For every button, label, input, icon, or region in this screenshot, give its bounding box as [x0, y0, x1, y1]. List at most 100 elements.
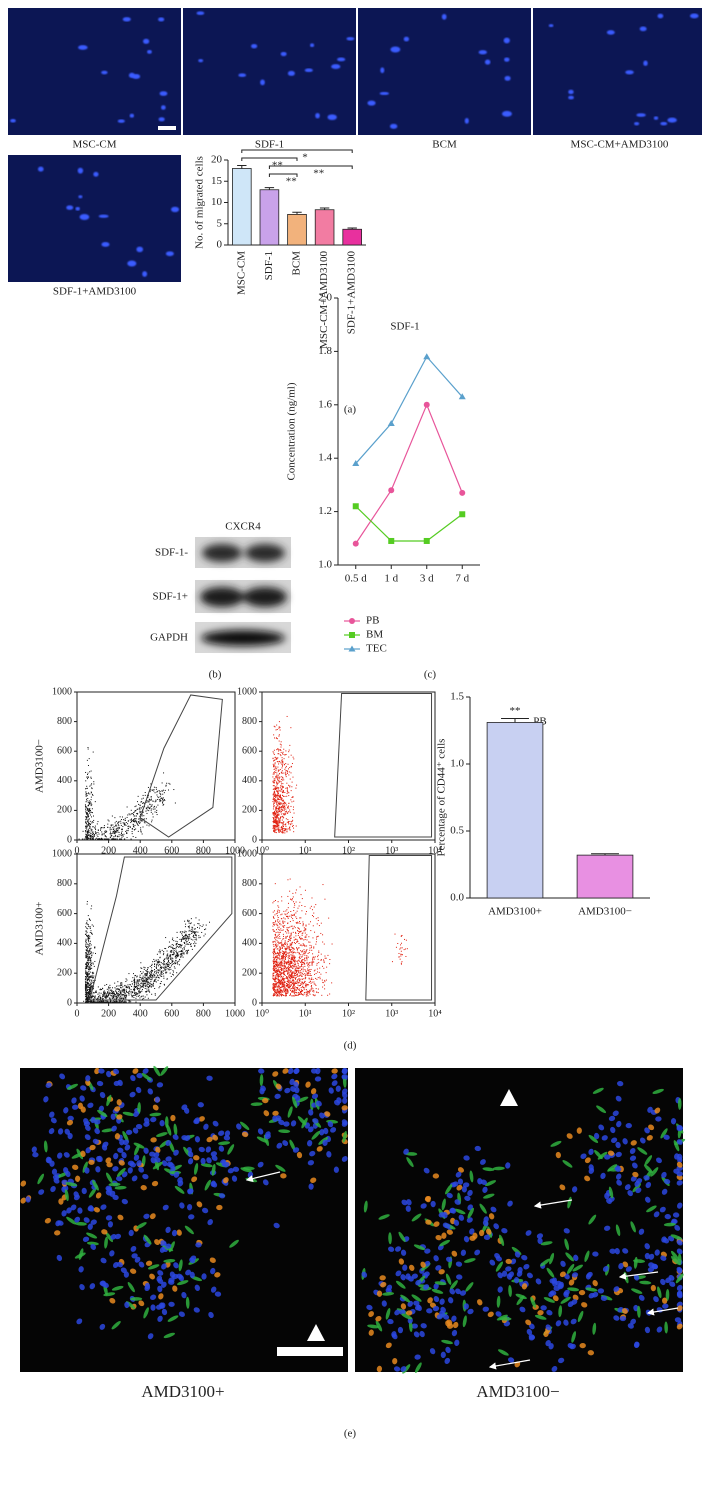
event-dot	[279, 794, 281, 796]
event-dot	[91, 783, 93, 785]
event-dot	[173, 974, 175, 976]
event-dot	[141, 990, 143, 992]
cell	[82, 1236, 90, 1242]
cell	[463, 1155, 470, 1161]
event-dot	[88, 984, 90, 986]
cell	[441, 1198, 446, 1211]
cell	[109, 1250, 115, 1257]
event-dot	[100, 1001, 102, 1003]
bar	[486, 722, 544, 899]
event-dot	[93, 977, 95, 979]
cell	[257, 1128, 264, 1135]
event-dot	[188, 935, 190, 937]
event-dot	[283, 973, 285, 975]
event-dot	[154, 801, 156, 803]
event-dot	[286, 977, 288, 979]
event-dot	[179, 954, 181, 956]
cell	[194, 1163, 199, 1175]
nucleus	[478, 50, 487, 55]
event-dot	[288, 977, 290, 979]
event-dot	[88, 986, 90, 988]
event-dot	[85, 933, 87, 935]
event-dot	[89, 985, 91, 987]
cell	[584, 1175, 591, 1182]
event-dot	[282, 786, 284, 788]
event-dot	[132, 824, 134, 826]
event-dot	[150, 969, 152, 971]
cell	[210, 1151, 218, 1157]
event-dot	[281, 765, 283, 767]
cell	[405, 1205, 411, 1212]
event-dot	[272, 827, 274, 829]
event-dot	[135, 821, 137, 823]
event-dot	[277, 979, 279, 981]
event-dot	[128, 994, 130, 996]
event-dot	[287, 791, 289, 793]
event-dot	[189, 937, 191, 939]
event-dot	[119, 998, 121, 1000]
event-dot	[179, 958, 181, 960]
cell	[497, 1286, 503, 1293]
event-dot	[89, 937, 91, 939]
cell	[676, 1124, 683, 1131]
event-dot	[94, 995, 96, 997]
event-dot	[90, 988, 92, 990]
event-dot	[130, 838, 132, 840]
event-dot	[275, 814, 277, 816]
event-dot	[85, 957, 87, 959]
event-dot	[89, 976, 91, 978]
event-dot	[93, 965, 95, 967]
nucleus	[643, 60, 648, 66]
event-dot	[149, 808, 151, 810]
event-dot	[297, 981, 299, 983]
event-dot	[87, 1000, 89, 1002]
event-dot	[121, 838, 123, 840]
event-dot	[145, 801, 147, 803]
event-dot	[123, 990, 125, 992]
event-dot	[306, 993, 308, 995]
event-dot	[151, 819, 153, 821]
cell	[676, 1305, 683, 1312]
event-dot	[92, 995, 94, 997]
x-tick-label: AMD3100+	[488, 906, 542, 918]
event-dot	[183, 946, 185, 948]
event-dot	[134, 820, 136, 822]
cell	[147, 1333, 154, 1340]
event-dot	[143, 802, 145, 804]
event-dot	[278, 806, 280, 808]
event-dot	[89, 976, 91, 978]
event-dot	[85, 949, 87, 951]
event-dot	[294, 990, 296, 992]
event-dot	[85, 963, 87, 965]
event-dot	[278, 807, 280, 809]
event-dot	[279, 822, 281, 824]
event-dot	[90, 811, 92, 813]
event-dot	[138, 991, 140, 993]
cell	[629, 1147, 636, 1154]
event-dot	[273, 818, 275, 820]
event-dot	[145, 979, 147, 981]
event-dot	[132, 813, 134, 815]
cell	[250, 1102, 263, 1106]
x-tick-label: 1000	[225, 845, 245, 856]
event-dot	[277, 982, 279, 984]
event-dot	[89, 928, 91, 930]
event-dot	[272, 960, 274, 962]
event-dot	[280, 947, 282, 949]
bar	[259, 189, 280, 246]
cell	[168, 1241, 175, 1253]
event-dot	[284, 802, 286, 804]
event-dot	[274, 771, 276, 773]
dot-cloud	[78, 747, 176, 840]
event-dot	[181, 948, 183, 950]
nucleus	[147, 49, 152, 54]
event-dot	[279, 963, 281, 965]
event-dot	[125, 995, 127, 997]
event-dot	[186, 950, 188, 952]
event-dot	[285, 811, 287, 813]
event-dot	[91, 1001, 93, 1003]
cell	[114, 1133, 120, 1140]
cell	[483, 1216, 489, 1223]
event-dot	[117, 831, 119, 833]
event-dot	[311, 949, 313, 951]
